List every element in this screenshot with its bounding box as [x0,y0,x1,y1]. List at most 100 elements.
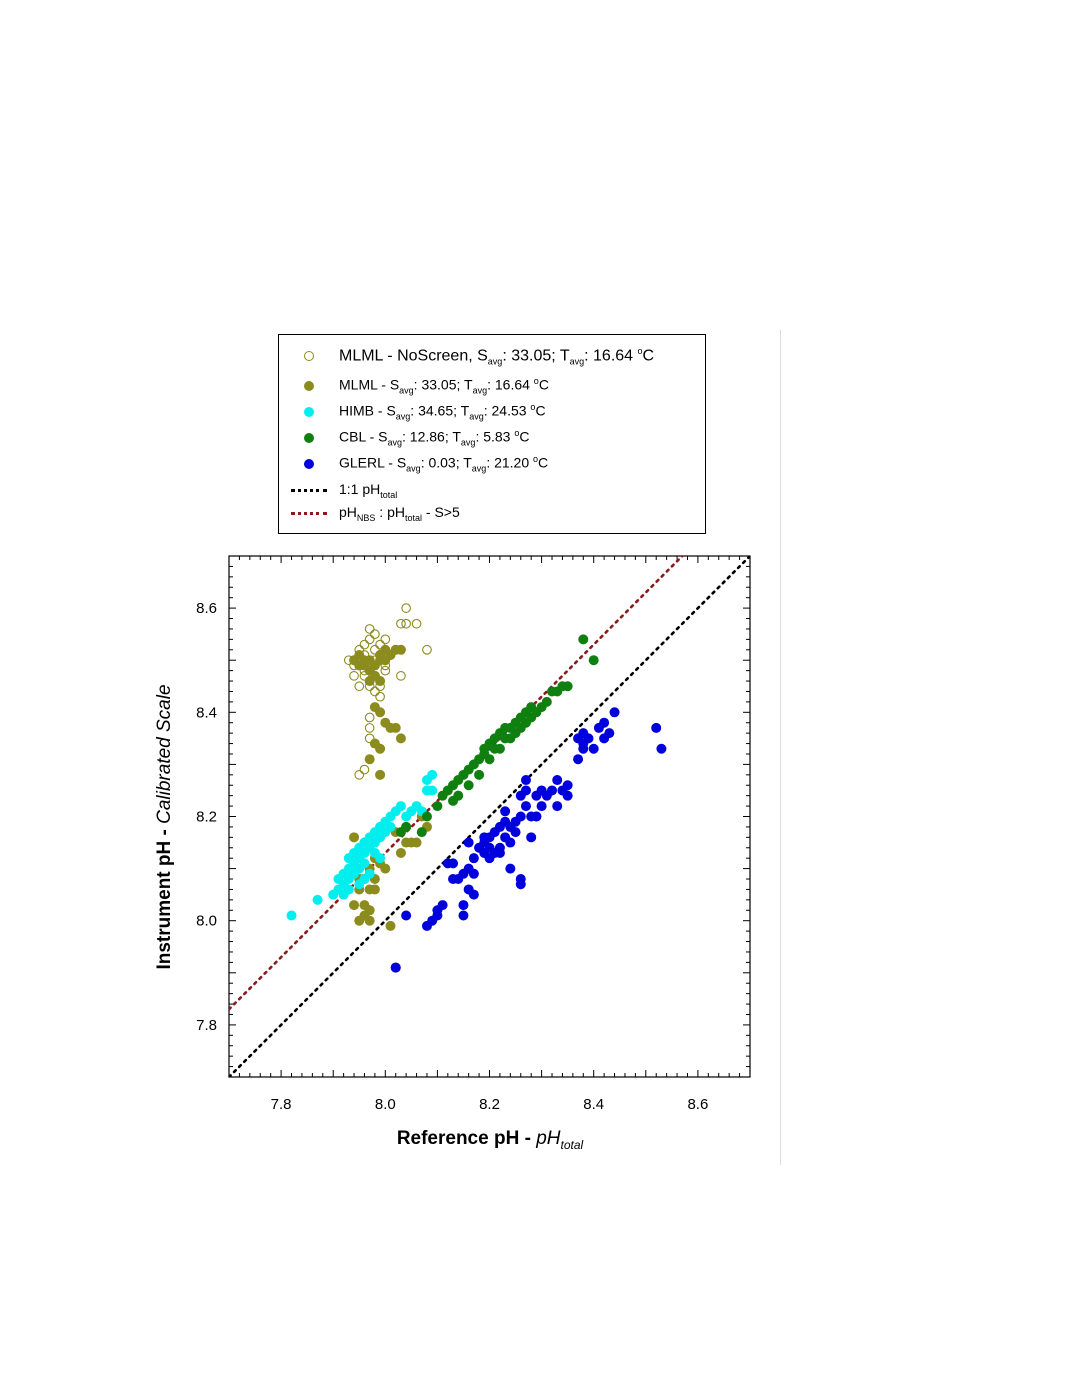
legend-label-part: : 12.86; T [402,428,461,445]
x-axis-label-var: pH [536,1128,561,1149]
legend-entry-mlml_noscreen: MLML - NoScreen, Savg: 33.05; Tavg: 16.6… [279,345,654,367]
legend-label-part: : 21.20 [486,454,534,471]
legend-symbol [279,511,339,515]
point-mlml_noscreen [364,634,375,645]
legend-label-part: C [642,347,655,365]
point-mlml [380,863,391,874]
point-mlml [369,884,380,895]
series-glerl [390,707,667,973]
legend-label-part: - S>5 [422,503,460,520]
point-cbl [463,780,474,791]
point-mlml [364,915,375,926]
legend-label-part: pH [339,503,357,520]
point-cbl [505,722,516,733]
point-glerl [448,858,459,869]
legend-symbol [279,433,339,443]
legend-line-swatch [291,511,327,515]
point-glerl [515,879,526,890]
y-tick-label: 8.0 [196,913,217,930]
point-glerl [562,790,573,801]
point-glerl [604,728,615,739]
point-mlml_noscreen [370,686,380,697]
legend-label: GLERL - Savg: 0.03; Tavg: 21.20 oC [339,454,548,473]
point-mlml_noscreen [401,618,411,629]
point-glerl [505,863,516,874]
legend-label-part: avg [469,411,484,422]
point-glerl [520,775,531,786]
legend-label-part: : 33.05; T [502,347,570,365]
point-glerl [599,717,610,728]
legend-symbol [279,459,339,469]
axis-ticks [228,555,751,1078]
legend-label-part: avg [487,356,503,367]
point-glerl [510,827,521,838]
point-glerl [515,811,526,822]
series-mlml_noscreen [343,603,432,780]
y-tick-label: 8.6 [196,600,217,617]
point-glerl [401,910,412,921]
legend-line-swatch [291,488,327,492]
legend-marker [304,351,314,361]
point-mlml_noscreen [354,769,365,780]
point-glerl [562,780,573,791]
point-himb [343,884,354,895]
point-mlml [364,676,375,687]
legend-entry-cbl: CBL - Savg: 12.86; Tavg: 5.83 oC [279,427,530,449]
point-glerl [468,868,479,879]
legend-label-part: avg [471,463,487,474]
legend-marker [304,459,314,469]
legend-label-part: GLERL - S [339,454,407,471]
series-cbl [395,634,599,838]
legend-label-part: o [533,376,539,387]
point-mlml [375,707,386,718]
point-mlml [411,837,422,848]
point-mlml_noscreen [396,670,406,681]
point-glerl [520,801,531,812]
legend-label: MLML - Savg: 33.05; Tavg: 16.64 oC [339,376,549,395]
x-tick-label: 7.8 [271,1096,292,1113]
point-glerl [609,707,620,718]
point-mlml_noscreen [401,603,411,613]
point-himb [427,769,438,780]
point-cbl [401,821,412,832]
point-mlml_noscreen [370,644,380,655]
legend-label-part: avg [399,385,414,396]
point-cbl [562,681,573,692]
point-cbl [489,743,500,754]
legend-label-part: : 16.64 [584,347,638,365]
legend-label-part: : pH [375,503,405,520]
legend-label-part: avg [472,385,488,396]
point-glerl [494,847,505,858]
legend-label: pHNBS : pHtotal - S>5 [339,504,460,523]
point-glerl [520,785,531,796]
line-line_nbs [229,556,684,1011]
point-mlml [349,832,360,843]
legend-label: CBL - Savg: 12.86; Tavg: 5.83 oC [339,428,530,447]
y-tick-label: 8.2 [196,809,217,826]
legend-label-part: : 0.03; T [420,454,472,471]
legend-entry-mlml: MLML - Savg: 33.05; Tavg: 16.64 oC [279,375,549,397]
point-mlml_noscreen [370,629,380,640]
point-mlml_noscreen [375,691,385,702]
point-mlml_noscreen [364,723,375,733]
point-mlml_noscreen [354,681,365,692]
point-glerl [656,743,667,754]
point-mlml_noscreen [396,618,406,629]
x-tick-label: 8.0 [375,1096,396,1113]
y-tick-label: 8.4 [196,704,217,721]
x-tick-label: 8.6 [687,1096,708,1113]
point-himb [359,874,370,885]
x-axis-label-prefix: Reference pH - [396,1128,537,1149]
point-glerl [458,910,469,921]
point-glerl [588,743,599,754]
point-glerl [536,801,547,812]
legend-label-part: CBL - S [339,428,388,445]
point-glerl [547,785,558,796]
legend-label-part: : 24.53 [483,402,531,419]
legend-label-part: o [533,454,539,465]
x-axis-label: Reference pH - pHtotal [230,1128,750,1152]
legend-symbol [279,407,339,417]
legend-label-part: 1:1 pH [339,480,381,497]
legend-label-part: : 16.64 [487,376,534,393]
legend-label-part: avg [460,437,476,448]
